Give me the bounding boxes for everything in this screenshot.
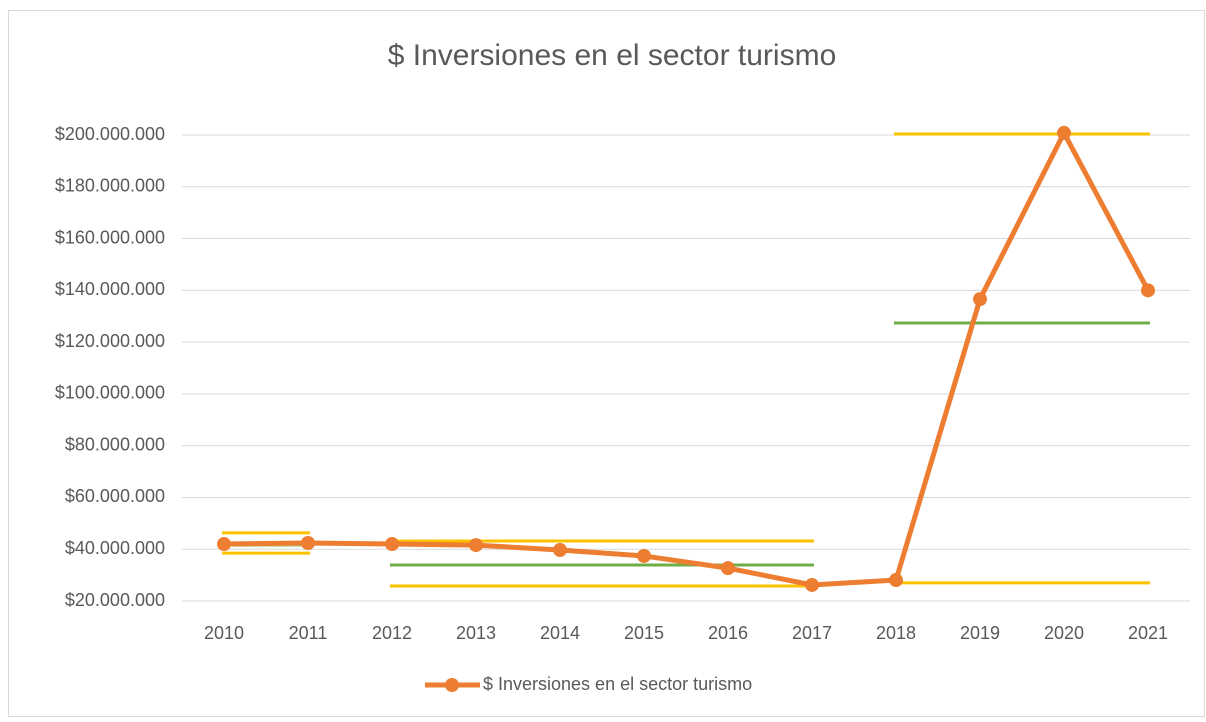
- y-tick-label: $100.000.000: [55, 383, 165, 403]
- data-point: [805, 577, 819, 592]
- data-point: [553, 542, 567, 557]
- x-tick-label: 2011: [289, 623, 328, 643]
- x-tick-label: 2014: [540, 623, 580, 643]
- x-tick-label: 2019: [960, 623, 1000, 643]
- data-point: [889, 573, 903, 588]
- legend-marker: [445, 678, 459, 692]
- data-point: [217, 537, 231, 552]
- chart-title: $ Inversiones en el sector turismo: [388, 39, 837, 72]
- data-point: [973, 292, 987, 307]
- y-tick-label: $200.000.000: [55, 124, 165, 144]
- series-line: [223, 130, 1151, 588]
- x-tick-label: 2015: [624, 623, 664, 643]
- x-tick-label: 2021: [1128, 623, 1168, 643]
- data-point: [637, 548, 651, 563]
- x-tick-label: 2013: [456, 623, 496, 643]
- y-tick-label: $180.000.000: [55, 176, 165, 196]
- y-tick-label: $160.000.000: [55, 227, 165, 247]
- x-tick-label: 2018: [876, 623, 916, 643]
- data-point: [1057, 125, 1071, 140]
- y-tick-label: $80.000.000: [65, 434, 165, 454]
- x-tick-label: 2020: [1044, 623, 1084, 643]
- x-tick-label: 2012: [372, 623, 412, 643]
- y-tick-label: $120.000.000: [55, 331, 165, 351]
- x-tick-label: 2010: [204, 623, 244, 643]
- chart-border: [8, 10, 1205, 717]
- y-tick-label: $140.000.000: [55, 279, 165, 299]
- data-point: [1141, 283, 1155, 298]
- y-tick-label: $20.000.000: [65, 590, 165, 610]
- data-point: [301, 536, 315, 551]
- legend-label: $ Inversiones en el sector turismo: [483, 674, 752, 694]
- y-tick-label: $60.000.000: [65, 486, 165, 506]
- x-tick-label: 2017: [792, 623, 832, 643]
- y-tick-label: $40.000.000: [65, 538, 165, 558]
- x-tick-label: 2016: [708, 623, 748, 643]
- data-point: [721, 561, 735, 576]
- data-point: [385, 537, 399, 552]
- data-point: [469, 538, 483, 553]
